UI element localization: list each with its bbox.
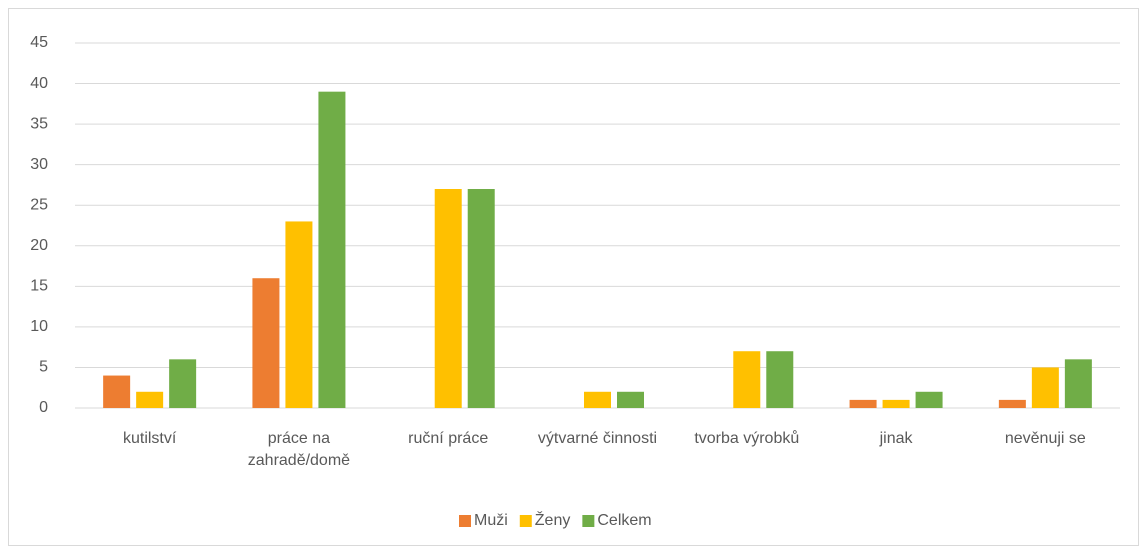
bar	[733, 351, 761, 408]
y-tick-label: 10	[30, 318, 48, 335]
bar	[766, 351, 794, 408]
y-tick-label: 30	[30, 156, 48, 173]
legend-swatch	[519, 515, 532, 527]
bar	[434, 189, 462, 408]
y-tick-label: 20	[30, 237, 48, 254]
y-tick-label: 0	[39, 399, 48, 416]
y-tick-label: 25	[30, 196, 48, 213]
bar	[1031, 367, 1059, 408]
bar	[103, 375, 131, 408]
bar	[1064, 359, 1092, 408]
y-tick-label: 45	[30, 34, 48, 51]
bar	[136, 391, 164, 408]
bar	[915, 391, 943, 408]
legend-label: Ženy	[535, 510, 571, 529]
bar	[318, 91, 346, 409]
x-tick-label: nevěnuji se	[1004, 430, 1086, 447]
bar	[584, 391, 611, 408]
x-tick-label: práce na zahradě/domě	[247, 430, 351, 469]
bar	[849, 399, 877, 408]
bar	[252, 278, 280, 408]
bar	[285, 221, 313, 408]
x-tick-label: výtvarné činnosti	[537, 430, 658, 447]
legend-label: Celkem	[597, 512, 651, 529]
y-tick-label: 40	[30, 75, 48, 92]
x-tick-label: ruční práce	[408, 430, 489, 447]
y-tick-label: 35	[30, 115, 48, 132]
legend-swatch	[459, 515, 471, 527]
bar	[467, 189, 495, 408]
x-tick-label: tvorba výrobků	[694, 430, 800, 447]
y-tick-label: 5	[39, 359, 48, 376]
legend-swatch	[582, 515, 595, 527]
x-tick-label: kutilství	[122, 430, 177, 447]
x-tick-label: jinak	[879, 430, 913, 447]
chart-border	[8, 8, 1139, 546]
bar	[882, 399, 910, 408]
bar	[169, 359, 197, 408]
y-tick-label: 15	[30, 278, 48, 295]
legend-label: Muži	[474, 512, 508, 529]
bar	[998, 399, 1026, 408]
bar	[617, 391, 644, 408]
